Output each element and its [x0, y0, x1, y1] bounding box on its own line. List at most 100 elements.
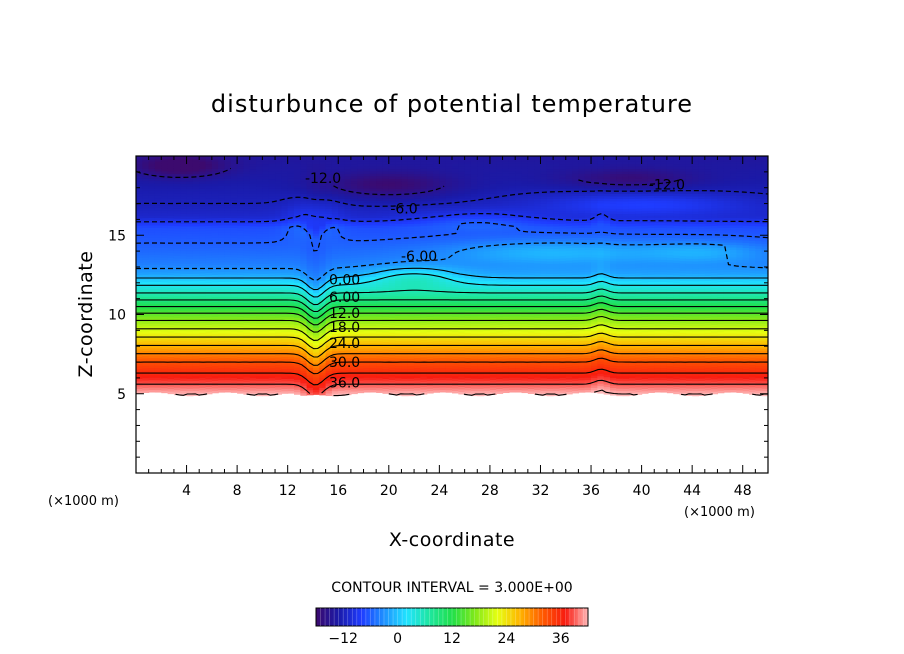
field-cell	[407, 190, 415, 195]
field-cell	[167, 240, 175, 244]
field-cell	[325, 387, 333, 392]
field-cell	[344, 287, 352, 291]
field-cell	[230, 313, 238, 317]
field-cell	[325, 210, 333, 214]
field-cell	[344, 262, 352, 266]
field-cell	[154, 158, 162, 162]
field-cell	[205, 274, 213, 278]
field-cell	[331, 240, 339, 244]
field-cell	[243, 245, 251, 249]
field-cell	[192, 263, 200, 267]
field-cell	[433, 379, 440, 383]
field-cell	[382, 388, 390, 392]
field-cell	[312, 344, 320, 348]
field-cell	[357, 350, 365, 354]
field-cell	[350, 195, 358, 199]
field-cell	[180, 330, 188, 334]
field-cell	[363, 163, 371, 167]
field-cell	[161, 158, 169, 162]
field-cell	[401, 223, 409, 227]
field-cell	[281, 198, 289, 202]
field-cell	[294, 287, 301, 291]
field-cell	[464, 384, 472, 388]
field-cell	[167, 282, 175, 286]
field-cell	[281, 175, 289, 179]
field-cell	[287, 341, 295, 345]
field-cell	[237, 365, 245, 369]
field-cell	[407, 243, 415, 247]
field-cell	[306, 280, 314, 284]
field-cell	[426, 274, 434, 278]
field-cell	[300, 307, 308, 312]
field-cell	[426, 388, 434, 392]
field-cell	[319, 213, 327, 217]
field-cell	[300, 163, 308, 167]
field-cell	[445, 170, 453, 174]
field-cell	[433, 192, 440, 196]
field-cell	[224, 323, 232, 327]
field-cell	[445, 195, 453, 199]
field-cell	[180, 362, 188, 367]
field-cell	[439, 264, 447, 268]
field-cell	[350, 215, 358, 219]
field-cell	[401, 380, 409, 384]
field-cell	[136, 370, 143, 375]
field-cell	[161, 259, 169, 263]
field-cell	[186, 258, 194, 262]
field-cell	[154, 185, 162, 189]
field-cell	[167, 284, 175, 288]
field-cell	[294, 240, 301, 244]
field-cell	[205, 255, 213, 259]
field-cell	[287, 205, 295, 209]
field-cell	[338, 337, 346, 342]
field-cell	[300, 352, 308, 356]
field-cell	[458, 336, 466, 340]
field-cell	[154, 239, 162, 243]
field-cell	[192, 338, 200, 342]
field-cell	[426, 175, 434, 179]
field-cell	[433, 283, 440, 287]
field-cell	[344, 307, 352, 311]
field-cell	[161, 202, 169, 206]
field-cell	[300, 390, 308, 394]
field-cell	[275, 213, 282, 217]
field-cell	[395, 270, 403, 274]
field-cell	[199, 245, 207, 249]
field-cell	[426, 286, 434, 290]
field-cell	[458, 227, 466, 231]
field-cell	[275, 272, 282, 276]
field-cell	[136, 373, 143, 377]
field-cell	[452, 193, 459, 197]
field-cell	[192, 348, 200, 352]
field-cell	[294, 324, 301, 328]
field-cell	[433, 264, 440, 268]
field-cell	[388, 250, 396, 254]
field-cell	[142, 156, 150, 160]
field-cell	[294, 173, 301, 177]
field-cell	[237, 259, 245, 263]
field-cell	[136, 252, 143, 256]
field-cell	[407, 318, 415, 322]
field-cell	[344, 233, 352, 237]
field-cell	[205, 230, 213, 234]
field-cell	[281, 316, 289, 320]
field-cell	[256, 200, 263, 205]
field-cell	[401, 213, 409, 217]
field-cell	[230, 232, 238, 236]
field-cell	[205, 339, 213, 343]
field-cell	[281, 272, 289, 276]
field-cell	[433, 374, 440, 378]
field-cell	[458, 319, 466, 323]
field-cell	[199, 260, 207, 264]
field-cell	[376, 217, 384, 221]
field-cell	[319, 228, 327, 232]
field-cell	[294, 175, 301, 179]
field-cell	[338, 308, 346, 312]
field-cell	[433, 370, 440, 374]
field-cell	[363, 296, 371, 300]
field-cell	[211, 227, 219, 231]
field-cell	[249, 347, 257, 351]
field-cell	[426, 242, 434, 246]
field-cell	[395, 322, 403, 326]
